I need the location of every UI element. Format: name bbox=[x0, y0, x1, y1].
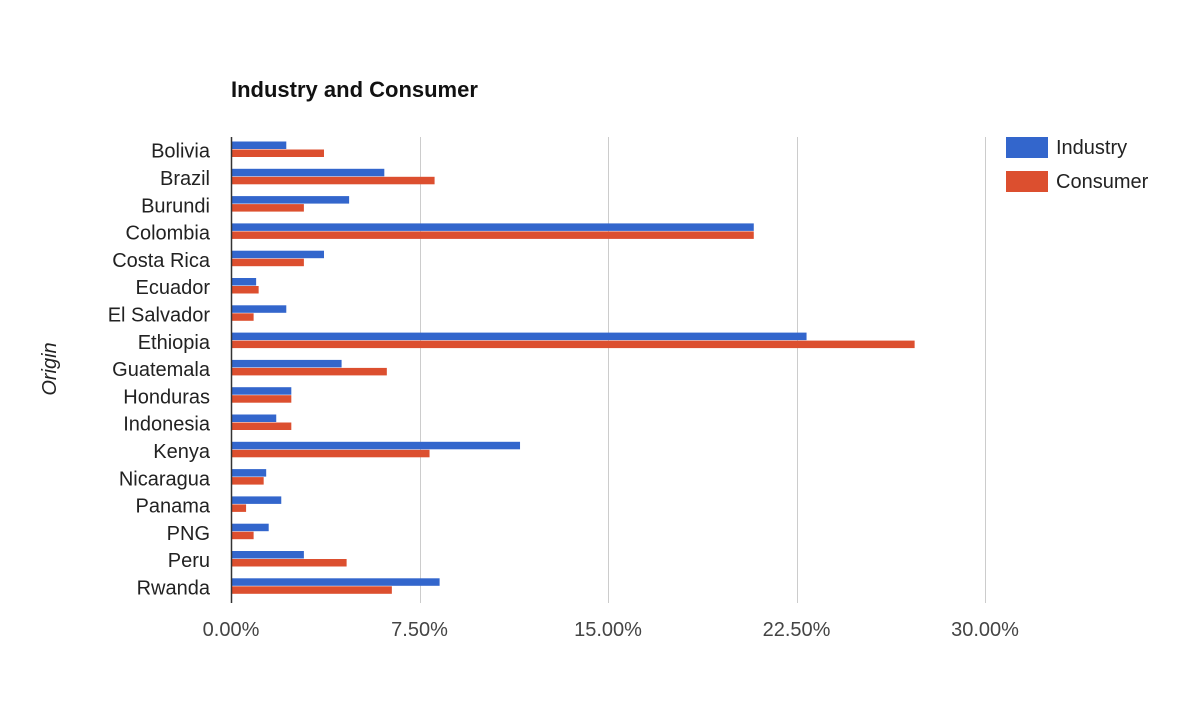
bar-industry-panama[interactable] bbox=[231, 496, 282, 504]
x-tick-label: 0.00% bbox=[203, 619, 260, 641]
category-label: Honduras bbox=[123, 386, 210, 408]
category-label: Kenya bbox=[153, 441, 211, 463]
bar-consumer-png[interactable] bbox=[231, 531, 254, 540]
category-label: Nicaragua bbox=[119, 468, 211, 490]
bar-consumer-kenya[interactable] bbox=[231, 449, 430, 458]
y-axis-title: Origin bbox=[39, 342, 61, 395]
legend-swatch-consumer bbox=[1006, 171, 1048, 192]
legend-label-consumer: Consumer bbox=[1056, 171, 1149, 193]
x-tick-label: 7.50% bbox=[391, 619, 448, 641]
category-label: Brazil bbox=[160, 168, 210, 190]
bar-industry-ethiopia[interactable] bbox=[231, 332, 807, 341]
bar-industry-burundi[interactable] bbox=[231, 196, 350, 204]
legend-swatch-industry bbox=[1006, 137, 1048, 158]
bar-industry-peru[interactable] bbox=[231, 551, 304, 559]
category-label: Rwanda bbox=[137, 577, 211, 599]
bar-consumer-el-salvador[interactable] bbox=[231, 313, 254, 321]
bar-consumer-costa-rica[interactable] bbox=[231, 258, 304, 267]
bar-industry-rwanda[interactable] bbox=[231, 578, 440, 586]
bar-consumer-ethiopia[interactable] bbox=[231, 340, 915, 349]
bar-consumer-burundi[interactable] bbox=[231, 204, 304, 212]
category-label: Colombia bbox=[126, 223, 211, 245]
bar-consumer-nicaragua[interactable] bbox=[231, 477, 264, 485]
chart-title: Industry and Consumer bbox=[231, 77, 478, 102]
bar-industry-colombia[interactable] bbox=[231, 223, 754, 231]
bar-industry-bolivia[interactable] bbox=[231, 141, 287, 150]
gridlines bbox=[420, 137, 986, 603]
bar-consumer-colombia[interactable] bbox=[231, 231, 754, 239]
category-label: Costa Rica bbox=[112, 250, 211, 272]
bar-consumer-peru[interactable] bbox=[231, 559, 347, 567]
bar-consumer-honduras[interactable] bbox=[231, 395, 292, 403]
bar-consumer-brazil[interactable] bbox=[231, 176, 435, 185]
category-label: El Salvador bbox=[108, 304, 211, 326]
category-label: Burundi bbox=[141, 195, 210, 217]
bar-consumer-panama[interactable] bbox=[231, 504, 247, 512]
legend-label-industry: Industry bbox=[1056, 137, 1127, 159]
category-label: Ethiopia bbox=[138, 332, 211, 354]
category-label: Guatemala bbox=[112, 359, 211, 381]
bar-industry-nicaragua[interactable] bbox=[231, 469, 267, 477]
bar-consumer-guatemala[interactable] bbox=[231, 367, 387, 376]
category-label: Panama bbox=[136, 496, 211, 518]
bar-industry-ecuador[interactable] bbox=[231, 278, 257, 286]
category-labels: Bolivia Brazil Burundi Colombia Costa Rica Ec… bbox=[108, 141, 211, 600]
x-tick-labels: 0.00% 7.50% 15.00% 22.50% 30.00% bbox=[203, 619, 1019, 641]
category-label: PNG bbox=[167, 523, 210, 545]
bar-industry-png[interactable] bbox=[231, 523, 269, 532]
bar-industry-el-salvador[interactable] bbox=[231, 305, 287, 313]
bar-industry-honduras[interactable] bbox=[231, 387, 292, 395]
bar-industry-guatemala[interactable] bbox=[231, 359, 342, 368]
category-label: Indonesia bbox=[123, 414, 211, 436]
bar-consumer-bolivia[interactable] bbox=[231, 149, 324, 158]
bar-industry-costa-rica[interactable] bbox=[231, 250, 324, 259]
category-label: Ecuador bbox=[136, 277, 211, 299]
bar-industry-indonesia[interactable] bbox=[231, 414, 277, 423]
bar-consumer-rwanda[interactable] bbox=[231, 586, 392, 594]
bar-industry-brazil[interactable] bbox=[231, 168, 385, 177]
x-tick-label: 15.00% bbox=[574, 619, 642, 641]
bars bbox=[231, 141, 915, 594]
legend: Industry Consumer bbox=[1006, 137, 1149, 193]
bar-industry-kenya[interactable] bbox=[231, 441, 521, 450]
category-label: Peru bbox=[168, 550, 210, 572]
category-label: Bolivia bbox=[151, 141, 211, 163]
x-tick-label: 22.50% bbox=[763, 619, 831, 641]
bar-consumer-indonesia[interactable] bbox=[231, 422, 292, 431]
bar-consumer-ecuador[interactable] bbox=[231, 286, 259, 294]
x-tick-label: 30.00% bbox=[951, 619, 1019, 641]
